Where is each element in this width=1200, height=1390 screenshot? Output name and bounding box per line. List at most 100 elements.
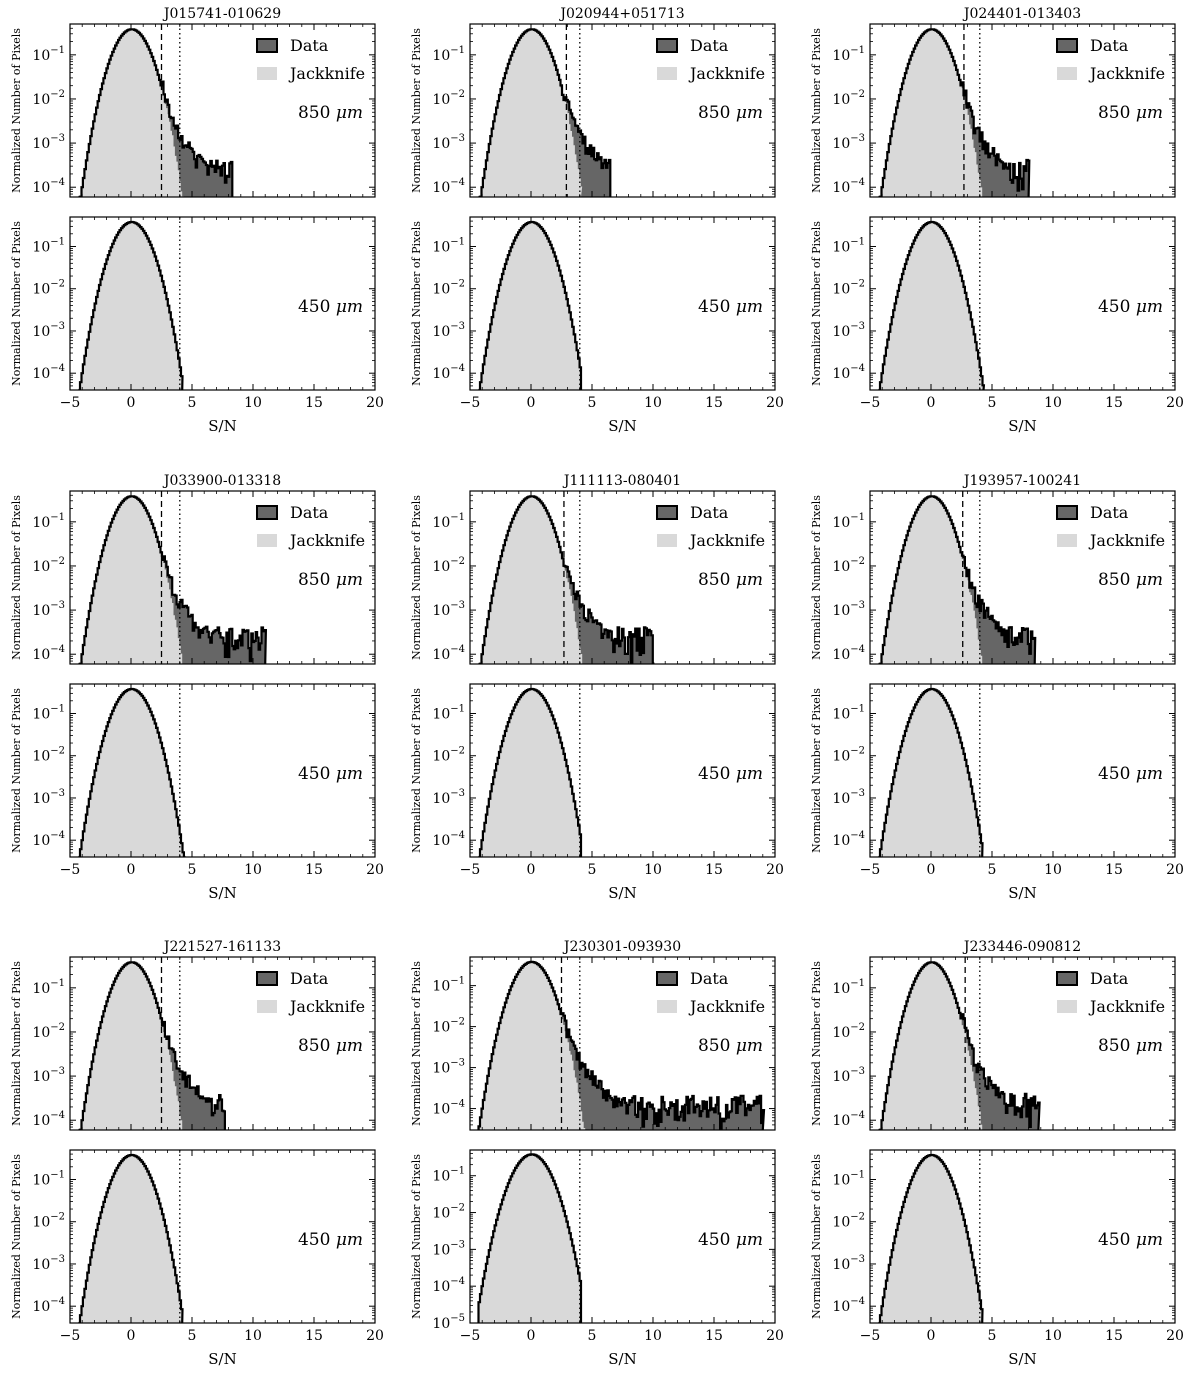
x-tick-label: 20 [766,395,784,411]
y-tick-label: 10−2 [432,1017,465,1036]
band-label: 450 μm [298,764,363,784]
y-tick-label: 10−4 [432,1099,465,1118]
x-tick-label: 0 [127,395,136,411]
y-tick-label: 10−2 [432,89,465,108]
y-tick-label: 10−4 [832,1110,865,1129]
axes-frame [469,490,776,665]
plot-area [478,217,583,390]
plot-area [78,24,234,197]
y-axis-label: Normalized Number of Pixels [10,961,23,1126]
data-outline [78,687,186,857]
x-tick-label: 20 [366,862,384,878]
y-tick-label: 10−3 [832,133,865,152]
y-tick-label: 10−1 [832,512,865,531]
y-axis-label: Normalized Number of Pixels [810,688,823,853]
x-axis-label: S/N [208,417,236,435]
y-tick-label: 10−2 [832,746,865,765]
axes-frame [869,956,1176,1131]
axes-frame [69,956,376,1131]
y-tick-label: 10−3 [32,1254,65,1273]
legend-label-jackknife: Jackknife [688,531,765,550]
panel-title: J233446-090812 [962,939,1081,955]
band-label: 450 μm [1098,764,1163,784]
y-tick-label: 10−3 [832,321,865,340]
band-label: 850 μm [698,103,763,123]
legend-label-jackknife: Jackknife [288,997,365,1016]
y-tick-label: 10−1 [32,1170,65,1189]
data-outline [478,495,655,664]
y-axis-label: Normalized Number of Pixels [410,495,423,660]
y-axis-label: Normalized Number of Pixels [10,688,23,853]
y-tick-label: 10−4 [432,177,465,196]
x-tick-label: 5 [588,862,597,878]
band-label: 450 μm [698,1230,763,1250]
y-tick-label: 10−1 [32,978,65,997]
legend-swatch-data [656,505,678,520]
legend-swatch-data [1056,505,1078,520]
data-outline [78,28,234,197]
y-tick-label: 10−1 [432,1166,465,1185]
x-tick-label: 0 [927,862,936,878]
y-tick-label: 10−4 [32,177,65,196]
y-tick-label: 10−4 [832,1296,865,1315]
x-axis-label: S/N [608,884,636,902]
data-outline [78,961,226,1130]
x-tick-label: −5 [860,395,881,411]
x-tick-label: 5 [588,1328,597,1344]
y-tick-label: 10−2 [832,89,865,108]
y-tick-label: 10−4 [832,177,865,196]
legend-label-data: Data [690,36,729,55]
y-tick-label: 10−2 [832,1022,865,1041]
panel-850: 10−4 10−3 10−2 10−1 Normalized Number of Pix… [810,6,1176,198]
data-outline [478,220,583,390]
x-tick-label: 15 [1105,1328,1123,1344]
y-axis-label: Normalized Number of Pixels [410,221,423,386]
axes-frame [869,216,1176,391]
x-tick-label: 0 [527,1328,536,1344]
legend-swatch-data [656,38,678,53]
band-label: 450 μm [298,297,363,317]
axes-frame [869,23,1176,198]
y-tick-label: 10−5 [432,1313,465,1332]
y-axis-label: Normalized Number of Pixels [810,961,823,1126]
x-tick-label: 10 [1044,862,1062,878]
y-axis-label: Normalized Number of Pixels [810,1154,823,1319]
band-label: 450 μm [298,1230,363,1250]
panel-850: 10−4 10−3 10−2 10−1 Normalized Number of Pix… [10,473,376,665]
axes-frame [469,23,776,198]
panel-450: −5 0 5 10 15 20 10−4 10−3 10−2 10−1 Normalized Num… [410,216,784,435]
legend-label-jackknife: Jackknife [288,531,365,550]
plot-area [878,1150,984,1323]
x-tick-label: 10 [244,395,262,411]
y-tick-label: 10−3 [432,1058,465,1077]
axes-frame [69,216,376,391]
y-tick-label: 10−3 [432,600,465,619]
x-axis-label: S/N [208,1350,236,1368]
legend-label-data: Data [1090,36,1129,55]
legend-label-data: Data [1090,969,1129,988]
x-tick-label: −5 [60,395,81,411]
data-outline [478,687,583,857]
legend-swatch-data [256,505,278,520]
x-tick-label: 20 [1166,395,1184,411]
y-tick-label: 10−2 [32,1212,65,1231]
y-tick-label: 10−1 [832,237,865,256]
x-tick-label: 5 [588,395,597,411]
y-axis-label: Normalized Number of Pixels [10,1154,23,1319]
x-tick-label: 0 [527,395,536,411]
legend-swatch-data [1056,38,1078,53]
legend-label-jackknife: Jackknife [288,64,365,83]
panel-title: J015741-010629 [162,6,281,22]
x-axis-label: S/N [608,1350,636,1368]
y-tick-label: 10−4 [832,830,865,849]
y-tick-label: 10−2 [32,89,65,108]
plot-area [878,24,1031,197]
y-tick-label: 10−2 [432,556,465,575]
y-axis-label: Normalized Number of Pixels [410,28,423,193]
jackknife-histogram [479,222,581,390]
x-tick-label: 10 [644,1328,662,1344]
x-tick-label: 0 [127,1328,136,1344]
plot-area [478,491,655,664]
x-tick-label: 15 [705,1328,723,1344]
y-tick-label: 10−1 [832,45,865,64]
